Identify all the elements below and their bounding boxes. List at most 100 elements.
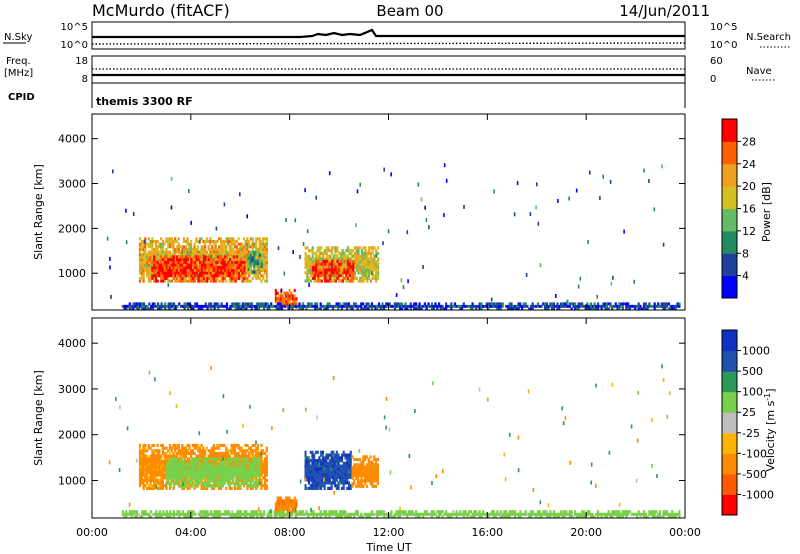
data-cell — [265, 258, 268, 262]
data-cell — [227, 274, 230, 278]
data-cell — [323, 464, 326, 468]
data-cell — [219, 471, 222, 475]
data-cell — [639, 304, 642, 308]
data-cell — [324, 304, 328, 308]
data-cell — [533, 304, 536, 308]
data-cell — [673, 304, 676, 308]
data-cell — [163, 476, 166, 480]
data-cell — [340, 307, 343, 311]
data-cell — [147, 250, 150, 254]
data-cell — [339, 302, 342, 306]
data-cell — [265, 266, 268, 270]
data-cell — [240, 481, 243, 485]
data-cell — [589, 302, 593, 306]
data-cell — [260, 247, 263, 251]
data-cell — [256, 473, 259, 477]
data-cell — [180, 476, 183, 480]
data-cell — [314, 302, 317, 306]
data-cell — [146, 473, 149, 477]
data-cell — [343, 276, 346, 280]
data-cell — [545, 307, 548, 311]
data-cell — [181, 449, 184, 453]
data-cell — [211, 512, 214, 516]
data-cell — [357, 251, 360, 255]
data-cell — [178, 463, 181, 467]
data-cell — [325, 268, 329, 272]
data-cell — [393, 302, 396, 306]
data-cell — [192, 279, 195, 283]
data-cell — [246, 253, 249, 257]
data-cell — [171, 460, 174, 464]
data-cell — [175, 451, 179, 455]
data-cell — [170, 274, 173, 278]
echo-point — [599, 196, 601, 201]
data-cell — [385, 304, 388, 308]
data-cell — [329, 265, 332, 269]
data-cell — [325, 461, 328, 465]
data-cell — [214, 462, 217, 466]
data-cell — [160, 465, 163, 469]
data-cell — [190, 454, 193, 458]
data-cell — [482, 304, 485, 308]
data-cell — [198, 473, 201, 477]
data-cell — [262, 462, 265, 466]
data-cell — [237, 253, 240, 257]
data-cell — [244, 271, 247, 275]
data-cell — [343, 271, 346, 275]
data-cell — [210, 468, 213, 472]
data-cell — [225, 307, 229, 311]
data-cell — [169, 473, 172, 477]
data-cell — [210, 476, 213, 480]
data-cell — [156, 473, 159, 477]
data-cell — [342, 484, 345, 488]
data-cell — [193, 276, 196, 280]
data-cell — [208, 266, 211, 270]
data-cell — [345, 249, 348, 253]
colorbar-band — [722, 208, 737, 232]
data-cell — [222, 481, 225, 485]
data-cell — [218, 258, 221, 262]
data-cell — [276, 507, 279, 511]
data-cell — [245, 471, 248, 475]
data-cell — [309, 467, 312, 471]
data-cell — [471, 302, 474, 306]
data-cell — [348, 265, 351, 269]
data-cell — [181, 443, 184, 447]
data-cell — [648, 302, 651, 306]
data-cell — [425, 304, 428, 308]
data-cell — [285, 504, 288, 509]
data-cell — [183, 481, 186, 485]
data-cell — [221, 468, 224, 472]
data-cell — [244, 476, 247, 480]
data-cell — [342, 453, 345, 457]
data-cell — [260, 245, 263, 249]
data-cell — [356, 476, 360, 480]
data-cell — [204, 242, 207, 246]
data-cell — [327, 475, 330, 479]
data-cell — [228, 486, 231, 490]
data-cell — [246, 237, 249, 241]
data-cell — [309, 486, 312, 490]
data-cell — [192, 271, 195, 275]
data-cell — [153, 468, 156, 472]
data-cell — [149, 269, 152, 272]
data-cell — [184, 446, 187, 450]
data-cell — [243, 307, 246, 311]
data-cell — [184, 454, 187, 458]
data-cell — [210, 512, 213, 516]
data-cell — [232, 460, 235, 464]
data-cell — [265, 237, 268, 241]
data-cell — [311, 484, 314, 488]
data-cell — [206, 260, 209, 264]
echo-point — [516, 181, 519, 186]
data-cell — [234, 276, 237, 280]
data-cell — [338, 257, 341, 261]
data-cell — [346, 459, 349, 463]
echo-point — [390, 172, 392, 177]
data-cell — [371, 476, 374, 480]
data-cell — [173, 460, 176, 464]
data-cell — [160, 261, 163, 265]
data-cell — [625, 302, 628, 306]
data-cell — [318, 475, 321, 479]
data-cell — [188, 279, 191, 283]
